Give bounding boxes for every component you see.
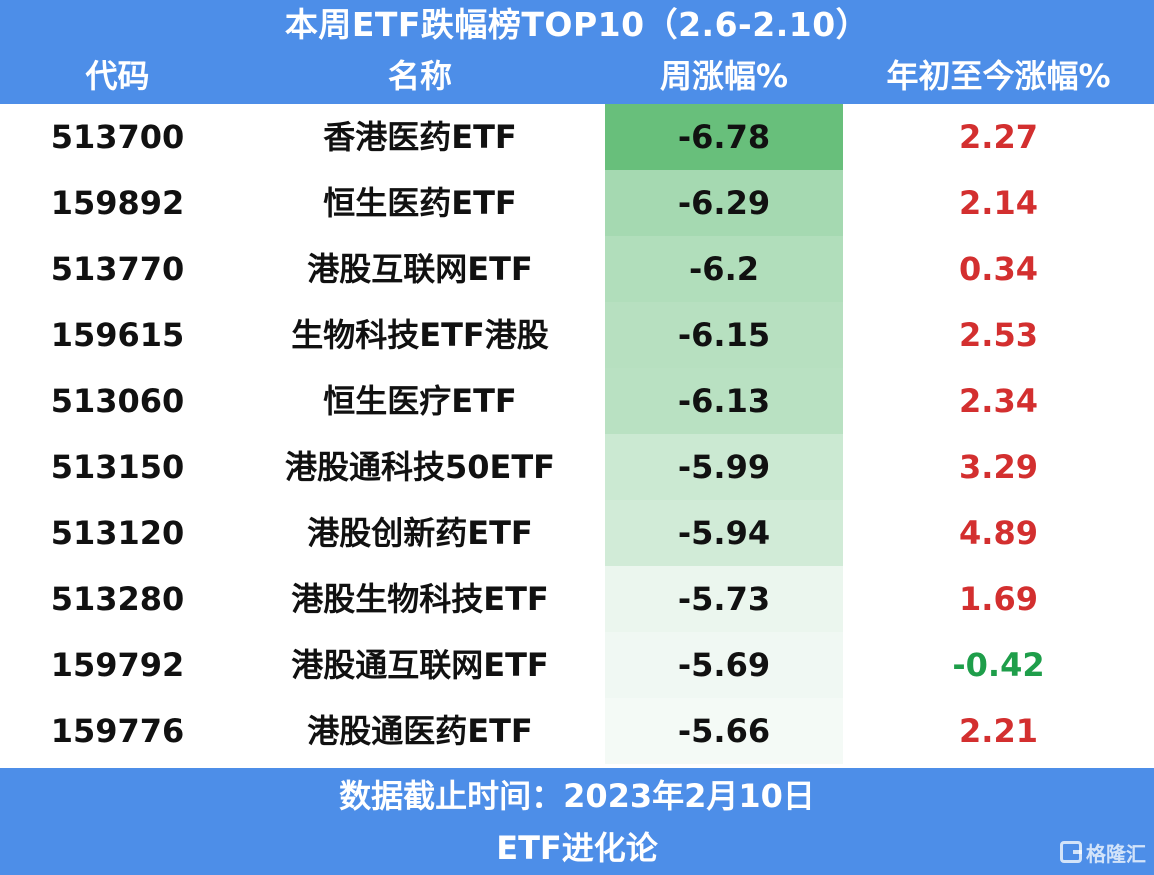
etf-code-cell: 513060 <box>50 382 185 420</box>
table-row: 159892 恒生医药ETF -6.29 2.14 <box>0 170 1154 236</box>
etf-name-cell: 港股创新药ETF <box>307 514 533 552</box>
etf-name-cell: 生物科技ETF港股 <box>291 316 549 354</box>
table-row: 513120 港股创新药ETF -5.94 4.89 <box>0 500 1154 566</box>
column-header-ytd-change: 年初至今涨幅% <box>886 57 1111 95</box>
etf-code-cell: 513770 <box>50 250 185 288</box>
etf-code-cell: 513120 <box>50 514 185 552</box>
ytd-change-cell: 0.34 <box>959 250 1038 288</box>
ytd-change-cell: 2.14 <box>959 184 1038 222</box>
table-row: 513770 港股互联网ETF -6.2 0.34 <box>0 236 1154 302</box>
week-change-cell: -5.94 <box>605 500 843 566</box>
table-footer: 数据截止时间：2023年2月10日 ETF进化论 格隆汇 <box>0 768 1154 875</box>
etf-name-cell: 港股生物科技ETF <box>291 580 549 618</box>
week-change-cell: -5.73 <box>605 566 843 632</box>
etf-code-cell: 159892 <box>50 184 185 222</box>
gelonghui-logo-icon <box>1060 841 1082 863</box>
chart-title: 本周ETF跌幅榜TOP10（2.6-2.10） <box>284 5 870 44</box>
week-change-cell: -5.69 <box>605 632 843 698</box>
etf-name-cell: 港股通科技50ETF <box>284 448 556 486</box>
etf-name-cell: 港股通医药ETF <box>307 712 533 750</box>
etf-name-cell: 香港医药ETF <box>323 118 517 156</box>
etf-name-cell: 港股通互联网ETF <box>291 646 549 684</box>
table-row: 159792 港股通互联网ETF -5.69 -0.42 <box>0 632 1154 698</box>
table-row: 159776 港股通医药ETF -5.66 2.21 <box>0 698 1154 764</box>
data-cutoff-note: 数据截止时间：2023年2月10日 <box>339 777 815 815</box>
column-header-code: 代码 <box>85 57 150 95</box>
ytd-change-cell: 3.29 <box>959 448 1038 486</box>
ytd-change-cell: 2.34 <box>959 382 1038 420</box>
ytd-change-cell: 4.89 <box>959 514 1038 552</box>
week-change-cell: -6.78 <box>605 104 843 170</box>
week-change-cell: -5.99 <box>605 434 843 500</box>
column-header-week-change: 周涨幅% <box>659 57 789 95</box>
etf-name-cell: 港股互联网ETF <box>307 250 533 288</box>
source-label: ETF进化论 <box>496 829 658 867</box>
table-header: 本周ETF跌幅榜TOP10（2.6-2.10） 代码 名称 周涨幅% 年初至今涨… <box>0 0 1154 104</box>
etf-code-cell: 513700 <box>50 118 185 156</box>
table-row: 159615 生物科技ETF港股 -6.15 2.53 <box>0 302 1154 368</box>
week-change-cell: -6.29 <box>605 170 843 236</box>
etf-code-cell: 513150 <box>50 448 185 486</box>
watermark-text: 格隆汇 <box>1086 841 1146 866</box>
ytd-change-cell: 2.53 <box>959 316 1038 354</box>
week-change-cell: -6.2 <box>605 236 843 302</box>
ytd-change-cell: 1.69 <box>959 580 1038 618</box>
ytd-change-cell: -0.42 <box>952 646 1045 684</box>
ytd-change-cell: 2.27 <box>959 118 1038 156</box>
watermark: 格隆汇 <box>1060 837 1146 867</box>
etf-code-cell: 513280 <box>50 580 185 618</box>
etf-code-cell: 159776 <box>50 712 185 750</box>
week-change-cell: -5.66 <box>605 698 843 764</box>
table-row: 513150 港股通科技50ETF -5.99 3.29 <box>0 434 1154 500</box>
week-change-cell: -6.15 <box>605 302 843 368</box>
table-row: 513280 港股生物科技ETF -5.73 1.69 <box>0 566 1154 632</box>
ytd-change-cell: 2.21 <box>959 712 1038 750</box>
etf-name-cell: 恒生医疗ETF <box>323 382 517 420</box>
column-header-name: 名称 <box>387 57 452 95</box>
table-row: 513700 香港医药ETF -6.78 2.27 <box>0 104 1154 170</box>
table-body: 513700 香港医药ETF -6.78 2.27 159892 恒生医药ETF -6.29… <box>0 104 1154 764</box>
etf-code-cell: 159792 <box>50 646 185 684</box>
etf-code-cell: 159615 <box>50 316 185 354</box>
etf-name-cell: 恒生医药ETF <box>323 184 517 222</box>
table-row: 513060 恒生医疗ETF -6.13 2.34 <box>0 368 1154 434</box>
week-change-cell: -6.13 <box>605 368 843 434</box>
